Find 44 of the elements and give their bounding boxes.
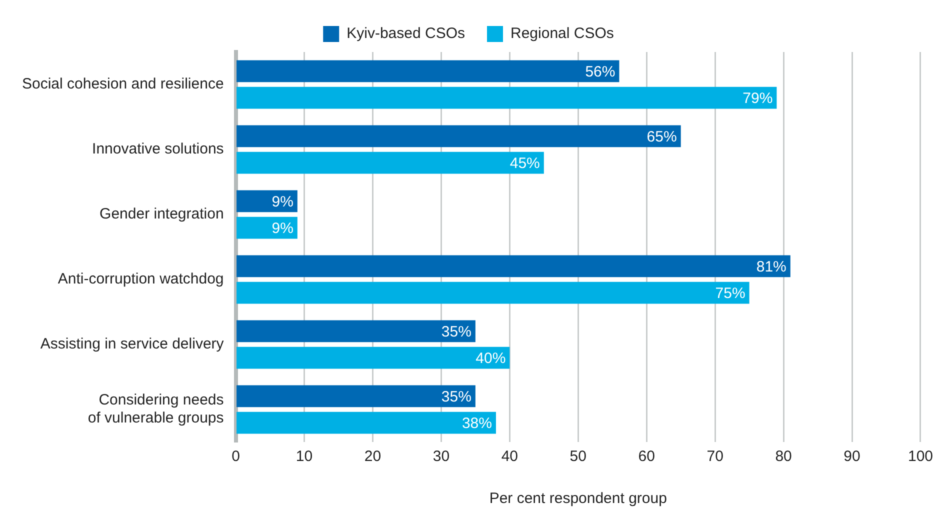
bar — [236, 86, 777, 109]
bar — [236, 216, 298, 239]
x-axis-title: Per cent respondent group — [489, 490, 667, 508]
x-tick-label: 0 — [232, 448, 240, 466]
y-tick-label: Assisting in service delivery — [40, 336, 224, 353]
x-tick-label: 70 — [706, 448, 724, 466]
bar — [236, 320, 476, 342]
x-tick-label: 50 — [570, 448, 586, 466]
data-label: 9% — [272, 220, 294, 237]
bar — [236, 190, 298, 212]
data-label: 79% — [742, 90, 773, 107]
legend-label: Kyiv-based CSOs — [346, 25, 465, 42]
x-tick-label: 40 — [501, 448, 518, 466]
y-tick-label: Gender integration — [100, 206, 224, 223]
legend-label: Regional CSOs — [510, 25, 614, 42]
x-tick-label: 20 — [364, 448, 382, 466]
data-label: 38% — [462, 414, 492, 432]
data-label: 65% — [646, 128, 677, 146]
data-label: 35% — [441, 388, 472, 406]
x-tick-label: 80 — [775, 448, 792, 466]
x-tick-label: 10 — [296, 448, 313, 466]
bar — [236, 385, 476, 408]
x-tick-label: 30 — [432, 448, 450, 466]
x-tick-label: 60 — [638, 448, 655, 466]
data-label: 45% — [510, 154, 540, 172]
bar — [236, 346, 510, 369]
y-tick-label: Anti-corruption watchdog — [58, 270, 224, 288]
data-label: 81% — [756, 258, 786, 276]
data-label: 35% — [441, 323, 472, 340]
bar — [236, 152, 544, 174]
x-tick-label: 90 — [844, 448, 860, 466]
data-label: 56% — [585, 63, 616, 80]
y-tick-label: Social cohesion and resilience — [22, 76, 224, 93]
bar — [236, 255, 790, 278]
data-label: 9% — [272, 193, 294, 210]
data-label: 75% — [715, 284, 746, 302]
y-tick-label: Considering needs of vulnerable groups — [88, 392, 224, 427]
x-tick-label: 100 — [908, 448, 933, 466]
bar — [236, 412, 496, 434]
bar — [236, 125, 681, 148]
bar — [236, 60, 620, 82]
y-tick-label: Innovative solutions — [92, 140, 224, 158]
data-label: 40% — [476, 350, 506, 367]
bar — [236, 282, 750, 304]
